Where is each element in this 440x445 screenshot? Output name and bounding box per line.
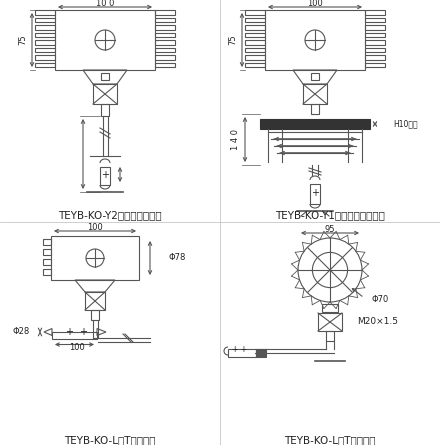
Bar (365, 55, 385, 60)
Text: TEYB-KO-Y2软不锈锂管连接: TEYB-KO-Y2软不锈锂管连接 (58, 210, 162, 220)
Text: 75: 75 (18, 35, 27, 45)
Bar (365, 25, 385, 30)
Text: 75: 75 (228, 35, 237, 45)
Bar (55, 10, 155, 70)
Bar (51, 236, 139, 280)
Bar (322, 304, 338, 312)
Bar (52, 332, 97, 339)
Text: +: + (65, 327, 73, 337)
Bar (245, 55, 265, 60)
Text: TEYB-KO-L（T）无显示: TEYB-KO-L（T）无显示 (64, 435, 156, 445)
Bar (256, 349, 266, 357)
Bar (43, 249, 51, 255)
Text: TEYB-KO-Y1刚性不锈锂管连接: TEYB-KO-Y1刚性不锈锂管连接 (275, 210, 385, 220)
Text: 95: 95 (325, 226, 335, 235)
Bar (155, 55, 175, 60)
Bar (265, 10, 365, 70)
Bar (365, 62, 385, 67)
Text: H10均布: H10均布 (393, 120, 418, 129)
Text: 10 0: 10 0 (96, 0, 114, 8)
Bar (155, 10, 175, 15)
Bar (311, 73, 319, 80)
Bar (43, 269, 51, 275)
Bar (311, 104, 319, 114)
Bar (245, 25, 265, 30)
Bar (245, 32, 265, 37)
Bar (93, 84, 117, 104)
Text: 1 4 0: 1 4 0 (231, 129, 240, 150)
Text: Φ70: Φ70 (371, 295, 389, 304)
Bar (155, 25, 175, 30)
Bar (43, 259, 51, 265)
Bar (365, 10, 385, 15)
Bar (326, 331, 334, 341)
Text: +: + (101, 170, 109, 180)
Bar (35, 32, 55, 37)
Text: M20×1.5: M20×1.5 (357, 317, 398, 327)
Text: Φ28: Φ28 (13, 328, 30, 336)
Text: 100: 100 (69, 343, 85, 352)
Bar (35, 48, 55, 53)
Bar (365, 17, 385, 22)
Bar (155, 32, 175, 37)
Bar (35, 62, 55, 67)
Bar (101, 73, 109, 80)
Bar (245, 62, 265, 67)
Bar (35, 55, 55, 60)
Bar (365, 48, 385, 53)
Bar (303, 84, 327, 104)
Bar (310, 184, 320, 204)
Bar (101, 104, 109, 116)
Bar (245, 40, 265, 45)
Bar (155, 48, 175, 53)
Bar (245, 48, 265, 53)
Bar (365, 40, 385, 45)
Bar (155, 62, 175, 67)
Bar (35, 40, 55, 45)
Bar (35, 25, 55, 30)
Text: Φ78: Φ78 (168, 254, 185, 263)
Bar (318, 313, 342, 331)
Text: TEYB-KO-L（T）带显示: TEYB-KO-L（T）带显示 (284, 435, 376, 445)
Bar (91, 310, 99, 320)
Bar (43, 239, 51, 245)
Text: +: + (311, 188, 319, 198)
Bar (228, 349, 256, 357)
Bar (155, 40, 175, 45)
Text: + +: + + (232, 345, 248, 355)
Bar (85, 292, 105, 310)
Text: 100: 100 (87, 223, 103, 232)
Bar (260, 119, 370, 129)
Bar (365, 32, 385, 37)
Bar (155, 17, 175, 22)
Bar (35, 10, 55, 15)
Bar (245, 17, 265, 22)
Bar (35, 17, 55, 22)
Text: +: + (79, 327, 87, 337)
Bar (100, 167, 110, 185)
Bar (245, 10, 265, 15)
Text: 100: 100 (307, 0, 323, 8)
